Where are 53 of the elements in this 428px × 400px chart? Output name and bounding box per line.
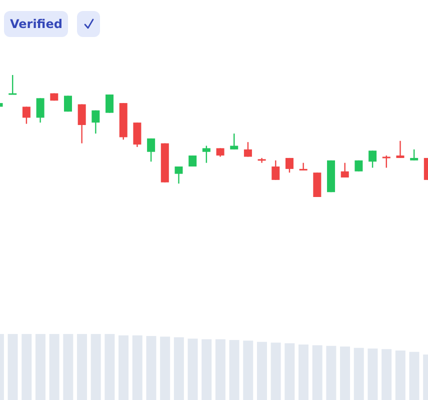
bar [63,334,74,400]
bar [229,340,240,400]
candlestick [202,145,210,164]
candlestick [64,95,72,112]
bar [132,335,142,400]
bar [77,334,87,400]
candlestick [106,94,114,114]
bar [90,334,101,400]
bar [215,339,226,400]
bar [326,346,336,400]
bar [298,344,308,400]
candlestick [230,132,238,150]
candlestick [382,154,390,168]
candlestick [340,162,349,178]
bar [188,338,198,400]
bar [49,334,60,400]
bar [395,350,406,400]
bar [35,334,46,400]
bar [104,334,115,400]
bar [118,335,129,400]
bar [340,346,350,400]
candlestick [299,162,308,171]
bar [368,348,378,400]
candlestick [258,157,266,164]
bar [256,342,267,400]
candlestick [8,75,17,96]
bar [22,334,32,400]
candlestick [244,142,252,158]
bar [409,352,420,400]
candlestick [133,122,142,148]
candlestick [92,110,100,134]
candlestick [22,106,30,124]
candlestick [78,104,86,144]
candlestick [147,138,156,162]
bar [284,343,295,400]
candlestick [368,150,377,168]
candlestick [410,148,418,161]
bar [174,337,184,400]
candlestick [174,166,183,184]
candlestick [272,160,280,181]
bar [8,334,18,400]
text: Verified [4,11,68,37]
bar [243,340,254,400]
bar [146,336,156,400]
bar [382,349,392,400]
bar [354,348,364,400]
candlestick [396,140,404,159]
bar [312,345,322,400]
bar [270,342,281,400]
bar [160,336,170,400]
candlestick [285,157,294,174]
candlestick [36,98,44,124]
bar [202,339,212,400]
